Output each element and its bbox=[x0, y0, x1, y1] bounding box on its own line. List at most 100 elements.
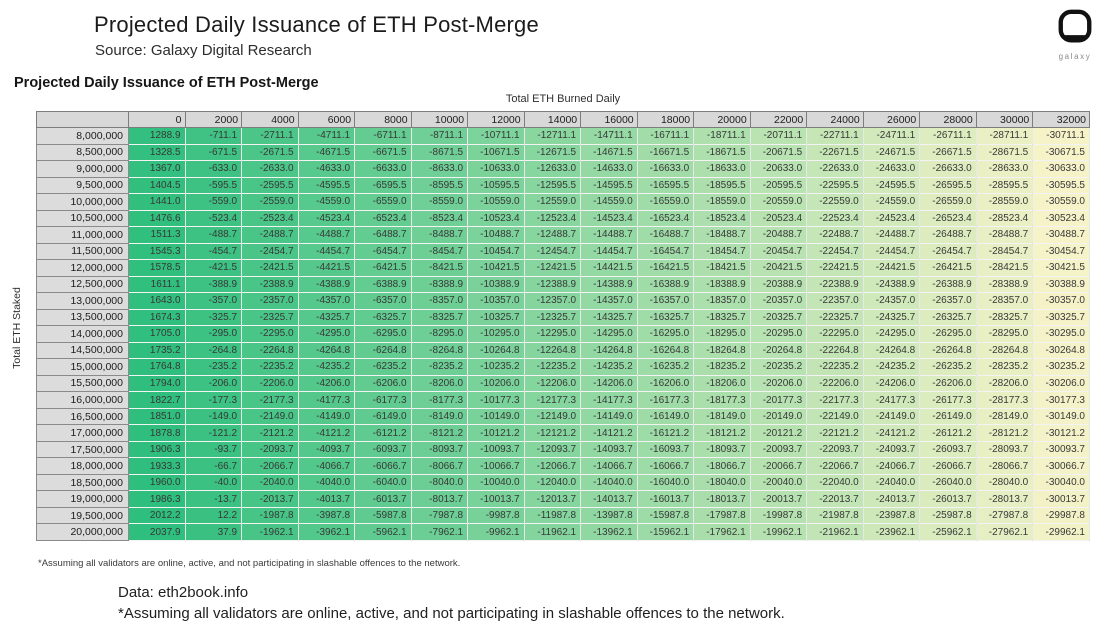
issuance-cell: -8295.0 bbox=[411, 325, 469, 343]
issuance-cell: -28421.5 bbox=[976, 259, 1034, 277]
table-row: 18,000,000 1933.3 -66.7 -2066.7 -4066.7 -6066… bbox=[36, 457, 1090, 475]
issuance-cell: -14206.0 bbox=[580, 375, 638, 393]
issuance-cell: -29987.8 bbox=[1032, 507, 1090, 525]
issuance-cell: -18595.5 bbox=[693, 177, 751, 195]
issuance-cell: 1906.3 bbox=[128, 441, 186, 459]
issuance-cell: -16488.7 bbox=[637, 226, 695, 244]
issuance-cell: 1705.0 bbox=[128, 325, 186, 343]
issuance-cell: -12206.0 bbox=[524, 375, 582, 393]
staked-row-label: 17,500,000 bbox=[36, 440, 129, 459]
issuance-cell: -357.0 bbox=[185, 292, 243, 310]
issuance-cell: -22523.4 bbox=[806, 210, 864, 228]
issuance-cell: -22711.1 bbox=[806, 127, 864, 145]
issuance-cell: -30013.7 bbox=[1032, 490, 1090, 508]
issuance-cell: -20454.7 bbox=[750, 243, 808, 261]
issuance-cell: -8235.2 bbox=[411, 358, 469, 376]
issuance-cell: -24013.7 bbox=[863, 490, 921, 508]
issuance-cell: -20388.9 bbox=[750, 276, 808, 294]
issuance-cell: -14121.2 bbox=[580, 424, 638, 442]
issuance-cell: -30559.0 bbox=[1032, 193, 1090, 211]
issuance-cell: -20595.5 bbox=[750, 177, 808, 195]
issuance-cell: -4711.1 bbox=[298, 127, 356, 145]
burn-column-header: 10000 bbox=[410, 111, 469, 128]
issuance-cell: -14421.5 bbox=[580, 259, 638, 277]
issuance-cell: -28264.8 bbox=[976, 342, 1034, 360]
issuance-cell: -30388.9 bbox=[1032, 276, 1090, 294]
issuance-cell: -8523.4 bbox=[411, 210, 469, 228]
issuance-cell: -2595.5 bbox=[241, 177, 299, 195]
issuance-cell: 1404.5 bbox=[128, 177, 186, 195]
table-row: 18,500,000 1960.0 -40.0 -2040.0 -4040.0 -6040… bbox=[36, 473, 1090, 492]
issuance-cell: -24454.7 bbox=[863, 243, 921, 261]
issuance-cell: -12523.4 bbox=[524, 210, 582, 228]
issuance-cell: -8177.3 bbox=[411, 391, 469, 409]
table-row: 8,500,000 1328.5 -671.5 -2671.5 -4671.5 -6671… bbox=[36, 143, 1090, 162]
issuance-cell: -20040.0 bbox=[750, 474, 808, 492]
issuance-cell: 1367.0 bbox=[128, 160, 186, 178]
issuance-cell: -18264.8 bbox=[693, 342, 751, 360]
issuance-cell: -421.5 bbox=[185, 259, 243, 277]
burn-column-header: 8000 bbox=[354, 111, 412, 128]
issuance-cell: -9962.1 bbox=[467, 523, 525, 541]
staked-row-label: 11,000,000 bbox=[36, 226, 129, 244]
issuance-cell: -6295.0 bbox=[354, 325, 412, 343]
issuance-cell: -16013.7 bbox=[637, 490, 695, 508]
issuance-cell: 1851.0 bbox=[128, 408, 186, 426]
staked-row-label: 10,500,000 bbox=[36, 209, 129, 228]
issuance-cell: -1987.8 bbox=[241, 507, 299, 525]
issuance-cell: -30671.5 bbox=[1032, 144, 1090, 162]
issuance-cell: -28206.0 bbox=[976, 375, 1034, 393]
issuance-cell: -30149.0 bbox=[1032, 408, 1090, 426]
issuance-cell: -13.7 bbox=[185, 490, 243, 508]
issuance-cell: -29962.1 bbox=[1032, 523, 1090, 541]
issuance-cell: -26066.7 bbox=[919, 457, 977, 475]
footer-footnote: *Assuming all validators are online, act… bbox=[118, 605, 785, 622]
issuance-cell: -24421.5 bbox=[863, 259, 921, 277]
issuance-cell: -4177.3 bbox=[298, 391, 356, 409]
issuance-cell: -6421.5 bbox=[354, 259, 412, 277]
issuance-cell: -30206.0 bbox=[1032, 375, 1090, 393]
staked-row-label: 15,000,000 bbox=[36, 358, 129, 376]
issuance-cell: -488.7 bbox=[185, 226, 243, 244]
issuance-heatmap-table: 0 2000 4000 6000 8000 10000 12000 14000 16000 180… bbox=[36, 111, 1090, 541]
issuance-cell: -28177.3 bbox=[976, 391, 1034, 409]
issuance-cell: -12040.0 bbox=[524, 474, 582, 492]
issuance-cell: -24388.9 bbox=[863, 276, 921, 294]
issuance-cell: -295.0 bbox=[185, 325, 243, 343]
issuance-cell: -10357.0 bbox=[467, 292, 525, 310]
issuance-cell: -22093.7 bbox=[806, 441, 864, 459]
issuance-cell: -10177.3 bbox=[467, 391, 525, 409]
issuance-cell: 1764.8 bbox=[128, 358, 186, 376]
issuance-cell: -1962.1 bbox=[241, 523, 299, 541]
issuance-cell: -6206.0 bbox=[354, 375, 412, 393]
issuance-cell: -22388.9 bbox=[806, 276, 864, 294]
issuance-cell: -388.9 bbox=[185, 276, 243, 294]
issuance-cell: -22595.5 bbox=[806, 177, 864, 195]
burn-column-header: 18000 bbox=[636, 111, 695, 128]
table-row: 9,500,000 1404.5 -595.5 -2595.5 -4595.5 -6595… bbox=[36, 176, 1090, 195]
issuance-cell: -10488.7 bbox=[467, 226, 525, 244]
issuance-cell: -16325.7 bbox=[637, 309, 695, 327]
table-row: 12,000,000 1578.5 -421.5 -2421.5 -4421.5 -642… bbox=[36, 259, 1090, 277]
issuance-cell: -28711.1 bbox=[976, 127, 1034, 145]
issuance-cell: -28325.7 bbox=[976, 309, 1034, 327]
issuance-cell: 1822.7 bbox=[128, 391, 186, 409]
issuance-cell: 1735.2 bbox=[128, 342, 186, 360]
issuance-cell: -16711.1 bbox=[637, 127, 695, 145]
issuance-cell: -30040.0 bbox=[1032, 474, 1090, 492]
issuance-cell: -30523.4 bbox=[1032, 210, 1090, 228]
issuance-cell: -711.1 bbox=[185, 127, 243, 145]
issuance-cell: -10206.0 bbox=[467, 375, 525, 393]
staked-row-label: 13,000,000 bbox=[36, 292, 129, 310]
issuance-cell: 1476.6 bbox=[128, 210, 186, 228]
galaxy-logo-text: galaxy bbox=[1058, 52, 1092, 61]
issuance-cell: -4093.7 bbox=[298, 441, 356, 459]
issuance-cell: -10093.7 bbox=[467, 441, 525, 459]
issuance-cell: 1545.3 bbox=[128, 243, 186, 261]
issuance-cell: -20421.5 bbox=[750, 259, 808, 277]
issuance-cell: -20325.7 bbox=[750, 309, 808, 327]
issuance-cell: -12235.2 bbox=[524, 358, 582, 376]
issuance-cell: -8013.7 bbox=[411, 490, 469, 508]
issuance-cell: -22671.5 bbox=[806, 144, 864, 162]
issuance-cell: -18523.4 bbox=[693, 210, 751, 228]
